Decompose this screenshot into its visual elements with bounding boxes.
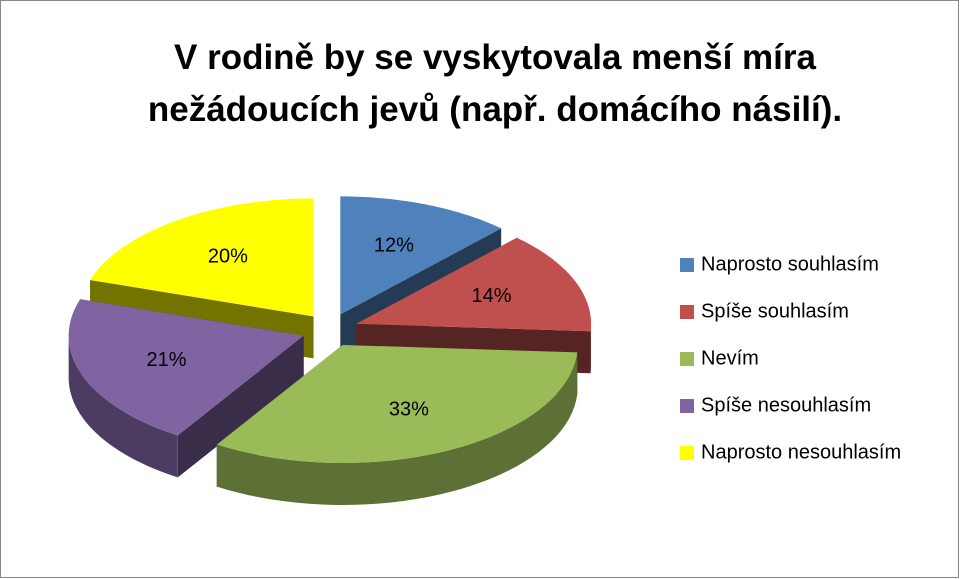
slice-side <box>68 335 178 478</box>
data-label: 12% <box>374 235 414 257</box>
legend-label: Naprosto souhlasím <box>701 253 879 275</box>
slice-top <box>68 299 304 436</box>
legend-label: Spíše nesouhlasím <box>701 394 871 416</box>
data-label: 14% <box>471 285 511 307</box>
slice-side <box>216 352 578 505</box>
legend-swatch <box>680 446 694 460</box>
chart-title: V rodině by se vyskytovala menší míra ne… <box>147 38 843 129</box>
data-label: 20% <box>208 246 248 268</box>
data-label: 33% <box>389 398 429 420</box>
legend-label: Naprosto nesouhlasím <box>701 441 901 463</box>
legend-swatch <box>680 399 694 413</box>
legend-swatch <box>680 352 694 366</box>
legend-label: Nevím <box>701 347 759 369</box>
slice-top <box>216 344 578 463</box>
legend-swatch <box>680 258 694 272</box>
legend-label: Spíše souhlasím <box>701 300 849 322</box>
data-label: 21% <box>147 349 187 371</box>
slice-top <box>356 237 592 332</box>
slice: 33% <box>216 344 578 505</box>
slice: 21% <box>68 299 304 478</box>
legend-swatch <box>680 305 694 319</box>
slice-top <box>90 198 314 317</box>
slice-top <box>340 196 502 315</box>
